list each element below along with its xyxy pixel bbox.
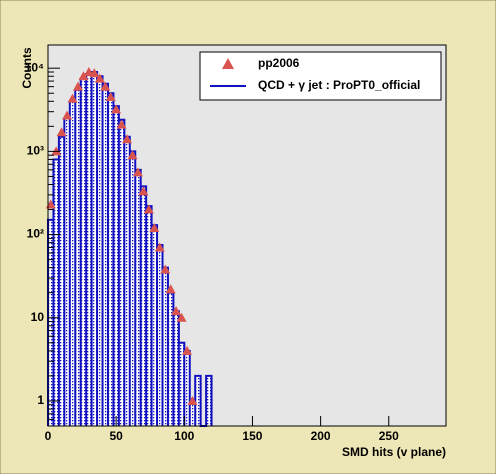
legend-marker [222, 58, 234, 69]
bar [64, 118, 70, 427]
marker [143, 204, 154, 214]
marker [94, 73, 105, 83]
bar [173, 311, 179, 426]
bar [102, 83, 108, 427]
bar [189, 400, 196, 426]
marker [187, 395, 198, 405]
marker [72, 81, 83, 91]
marker [171, 306, 182, 316]
bar [80, 78, 87, 426]
bar [75, 89, 81, 426]
y-tick-label: 1 [37, 393, 44, 407]
frame-border [47, 44, 447, 427]
y-tick-label: 10 [31, 310, 45, 324]
x-tick-label: 50 [109, 429, 123, 443]
bar [124, 136, 130, 426]
bar [162, 267, 168, 426]
bar [195, 375, 201, 426]
marker [111, 104, 122, 114]
bar [113, 106, 119, 426]
bar [151, 225, 158, 426]
marker [149, 222, 160, 232]
marker [138, 186, 149, 196]
marker [105, 92, 116, 102]
bar [129, 151, 136, 426]
marker [132, 167, 143, 177]
bar [118, 119, 125, 426]
marker [176, 312, 187, 322]
marker [67, 93, 78, 103]
marker [127, 150, 138, 160]
bar [86, 74, 92, 427]
bar [53, 159, 59, 427]
bar [135, 169, 141, 427]
marker [165, 284, 176, 294]
marker [62, 110, 73, 120]
y-tick-label: 10² [27, 227, 44, 241]
marker [154, 242, 165, 252]
bar [69, 101, 76, 427]
bar [146, 206, 152, 426]
bar [91, 71, 98, 426]
marker [100, 81, 111, 91]
legend [199, 51, 442, 101]
legend-label: pp2006 [258, 56, 300, 70]
x-tick-label: 150 [242, 429, 262, 443]
x-tick-label: 200 [311, 429, 331, 443]
marker [78, 71, 89, 81]
bar [97, 76, 103, 426]
marker [160, 264, 171, 274]
step-outline [47, 70, 213, 427]
bar [58, 136, 65, 426]
y-tick-label: 10⁴ [25, 60, 44, 74]
bar [140, 186, 147, 426]
x-axis-label: SMD hits (v plane) [342, 445, 446, 459]
x-tick-label: 100 [174, 429, 194, 443]
x-tick-label: 250 [379, 429, 399, 443]
marker [56, 127, 67, 137]
bar [107, 93, 114, 426]
y-axis-label: Counts [20, 47, 34, 89]
bar [206, 375, 212, 426]
bar [157, 244, 163, 426]
marker [122, 134, 133, 144]
bar [178, 342, 185, 426]
bar [184, 350, 190, 426]
x-tick-label: 0 [45, 429, 52, 443]
bar [167, 292, 174, 426]
marker [89, 68, 100, 78]
marker [116, 119, 127, 129]
y-tick-label: 10³ [27, 144, 44, 158]
legend-label: QCD + γ jet : ProPT0_official [258, 78, 420, 92]
bar [48, 219, 54, 426]
marker [182, 345, 193, 355]
